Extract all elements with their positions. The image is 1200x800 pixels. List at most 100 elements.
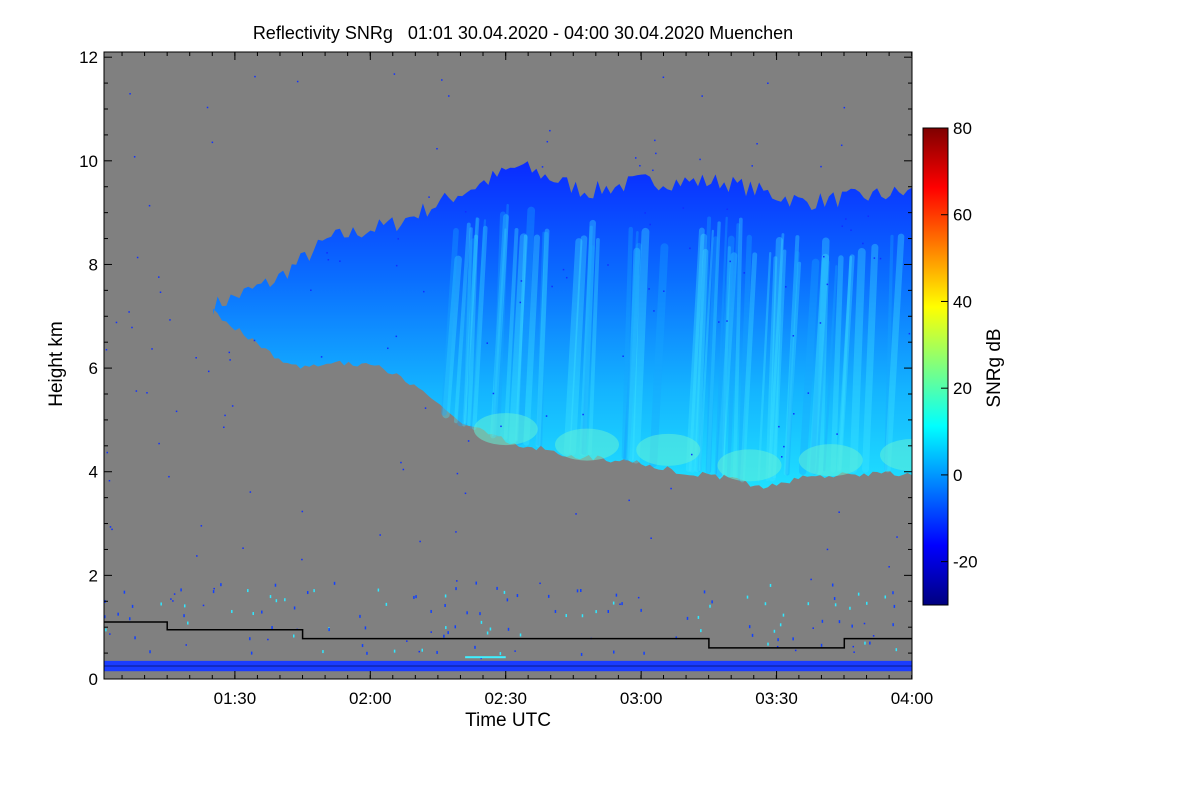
fall-streak bbox=[698, 229, 714, 472]
noise-speck bbox=[652, 169, 654, 172]
noise-speck bbox=[128, 311, 130, 313]
noise-speck bbox=[862, 242, 864, 245]
noise-speck bbox=[105, 628, 107, 632]
noise-speck bbox=[148, 204, 151, 207]
noise-speck bbox=[729, 260, 731, 263]
fall-streak bbox=[688, 233, 708, 473]
noise-speck bbox=[211, 141, 214, 144]
noise-speck bbox=[852, 645, 855, 648]
fall-streak bbox=[463, 227, 473, 424]
fall-streak bbox=[705, 236, 719, 474]
noise-speck bbox=[807, 392, 810, 394]
noise-speck bbox=[134, 636, 136, 640]
noise-speck bbox=[135, 390, 138, 392]
noise-speck bbox=[551, 285, 553, 288]
noise-speck bbox=[792, 335, 795, 337]
noise-speck bbox=[496, 586, 498, 590]
noise-speck bbox=[539, 582, 541, 585]
noise-speck bbox=[397, 238, 399, 240]
fall-streak bbox=[464, 217, 479, 426]
noise-speck bbox=[160, 602, 162, 606]
noise-speck bbox=[781, 456, 783, 458]
noise-speck bbox=[195, 357, 197, 359]
noise-speck bbox=[703, 590, 706, 594]
noise-speck bbox=[689, 247, 691, 250]
noise-speck bbox=[320, 356, 323, 358]
noise-speck bbox=[313, 589, 315, 593]
noise-speck bbox=[339, 260, 341, 262]
noise-speck bbox=[379, 534, 381, 536]
noise-speck bbox=[864, 641, 866, 645]
noise-speck bbox=[486, 631, 489, 635]
fall-streak bbox=[757, 251, 772, 482]
noise-speck bbox=[607, 609, 610, 613]
fall-streak bbox=[535, 228, 550, 448]
noise-speck bbox=[105, 348, 108, 351]
noise-speck bbox=[726, 320, 728, 322]
noise-speck bbox=[117, 612, 119, 616]
noise-speck bbox=[104, 615, 106, 619]
noise-speck bbox=[400, 461, 402, 464]
noise-speck bbox=[269, 595, 272, 599]
noise-speck bbox=[267, 638, 269, 641]
noise-speck bbox=[519, 301, 522, 304]
noise-speck bbox=[821, 619, 824, 623]
noise-speck bbox=[793, 413, 795, 415]
fall-streak bbox=[706, 221, 721, 473]
noise-speck bbox=[655, 152, 657, 155]
ground-clutter-patch bbox=[465, 656, 506, 659]
noise-speck bbox=[650, 537, 652, 539]
fall-streak bbox=[838, 255, 853, 471]
noise-speck bbox=[486, 342, 489, 344]
noise-speck bbox=[845, 218, 847, 220]
noise-speck bbox=[764, 602, 767, 606]
noise-speck bbox=[108, 479, 111, 482]
fall-streak bbox=[490, 214, 509, 439]
noise-speck bbox=[413, 595, 415, 599]
noise-speck bbox=[474, 645, 476, 649]
fall-streak bbox=[721, 246, 731, 476]
noise-speck bbox=[271, 626, 273, 630]
fall-streak bbox=[515, 234, 527, 442]
noise-speck bbox=[843, 106, 846, 109]
fall-streak bbox=[697, 216, 712, 473]
noise-speck bbox=[743, 272, 746, 274]
noise-speck bbox=[115, 321, 118, 324]
noise-speck bbox=[637, 596, 640, 599]
noise-speck bbox=[776, 645, 779, 648]
noise-speck bbox=[430, 631, 432, 633]
noise-speck bbox=[441, 79, 443, 81]
noise-speck bbox=[810, 578, 812, 581]
noise-speck bbox=[709, 604, 711, 608]
noise-speck bbox=[884, 595, 887, 599]
noise-speck bbox=[853, 651, 855, 653]
fall-streak bbox=[714, 216, 728, 474]
noise-speck bbox=[576, 589, 579, 593]
fall-streak bbox=[685, 227, 705, 472]
noise-speck bbox=[622, 355, 624, 358]
noise-speck bbox=[212, 590, 215, 594]
noise-speck bbox=[546, 140, 549, 143]
noise-speck bbox=[180, 588, 182, 592]
noise-speck bbox=[253, 339, 256, 342]
noise-speck bbox=[387, 347, 389, 350]
y-tick-label: 6 bbox=[89, 359, 98, 378]
noise-speck bbox=[377, 588, 380, 592]
noise-speck bbox=[831, 583, 834, 587]
noise-speck bbox=[158, 442, 160, 445]
noise-speck bbox=[516, 594, 519, 598]
colorbar-tick-label: 60 bbox=[953, 206, 972, 225]
noise-speck bbox=[254, 75, 256, 78]
noise-speck bbox=[820, 165, 822, 168]
echo-core bbox=[636, 433, 701, 466]
fall-streak bbox=[784, 261, 802, 475]
fall-streak bbox=[767, 233, 785, 479]
noise-speck bbox=[444, 603, 446, 607]
noise-speck bbox=[421, 648, 423, 652]
fall-streak bbox=[627, 247, 641, 462]
noise-speck bbox=[820, 643, 823, 647]
noise-speck bbox=[187, 621, 189, 625]
noise-speck bbox=[838, 511, 840, 513]
noise-speck bbox=[575, 513, 577, 515]
x-tick-label: 03:30 bbox=[755, 689, 798, 708]
